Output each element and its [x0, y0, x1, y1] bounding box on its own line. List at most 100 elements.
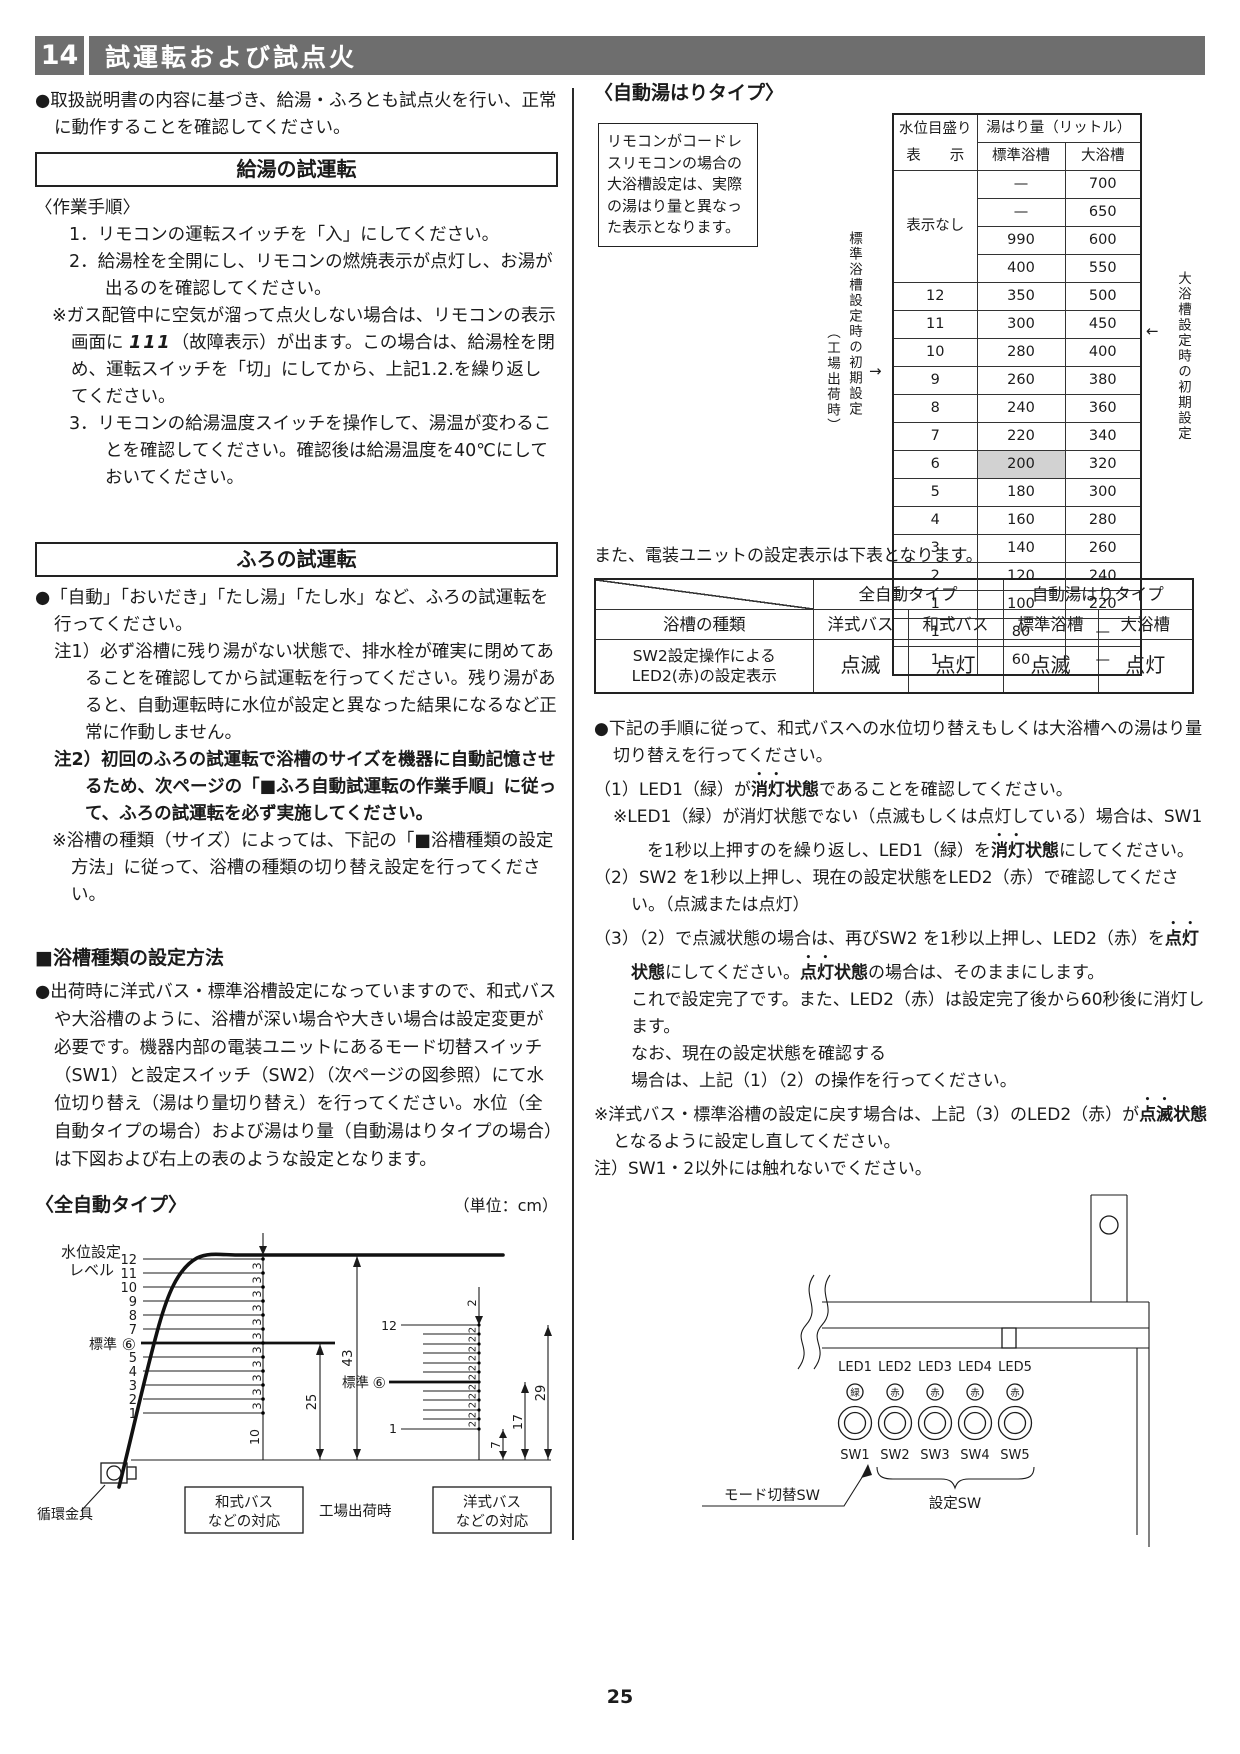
svg-text:2: 2 — [468, 1421, 479, 1427]
mode-sw-label: モード切替SW — [724, 1487, 820, 1504]
dim-10: 10 — [247, 1429, 262, 1445]
table-row: 990 600 — [893, 226, 1142, 255]
col-header-amount: 湯はり量（リットル） — [976, 113, 1142, 143]
level-10: 10 — [120, 1281, 137, 1296]
procedure-step-3-cont: 場合は、上記（1）（2）の操作を行ってください。 — [631, 1071, 1017, 1091]
dim-17: 17 — [510, 1414, 525, 1430]
led4-color-red: 赤 — [970, 1388, 980, 1399]
kyuto-step-2: 2．給湯栓を全開にし、リモコンの燃焼表示が点灯し、お湯が出るのを確認してください… — [69, 252, 553, 299]
setting-sw-brace — [876, 1466, 1035, 1490]
led2-color-red: 赤 — [890, 1388, 900, 1399]
large-default-arrow: ← — [1146, 322, 1159, 340]
led1-color-green: 緑 — [850, 1387, 860, 1399]
furo-section-heading: ふろの試運転 — [35, 542, 558, 577]
standard-level-6: ⑥ — [122, 1335, 136, 1354]
factory-default-note: （工場出荷時） — [824, 325, 840, 434]
svg-text:和式バス: 和式バス — [215, 1494, 273, 1511]
kyuto-section-heading: 給湯の試運転 — [35, 152, 558, 187]
svg-text:2: 2 — [468, 1336, 479, 1342]
yoshiki-box: 洋式バス などの対応 — [432, 1486, 552, 1534]
washiki-box: 和式バス などの対応 — [184, 1486, 304, 1534]
table-row: 12 350 500 — [892, 282, 1142, 311]
svg-text:⑥: ⑥ — [373, 1374, 386, 1392]
section-number: 14 — [35, 36, 84, 75]
diagonal-cell — [594, 578, 814, 610]
svg-text:2: 2 — [468, 1393, 479, 1399]
standard-default-note: 標準浴槽設定時の初期設定 — [846, 231, 862, 417]
sw2-label: SW2 — [880, 1448, 909, 1463]
water-amount-table: 水位目盛り 表 示 湯はり量（リットル） 標準浴槽 大浴槽 表示なし —700 —… — [892, 113, 1142, 676]
svg-text:3: 3 — [250, 1276, 264, 1283]
panel-slot — [1001, 1327, 1017, 1349]
intro-paragraph: ●取扱説明書の内容に基づき、給湯・ふろとも試点火を行い、正常に動作することを確認… — [35, 91, 557, 138]
kyuto-step-3: 3．リモコンの給湯温度スイッチを操作して、湯温が変わることを確認してください。確… — [69, 414, 552, 488]
reset-note: ※洋式バス・標準浴槽の設定に戻す場合は、上記（3）のLED2（赤）が点滅状態とな… — [594, 1105, 1208, 1152]
bathtub-setting-heading: ■浴槽種類の設定方法 — [35, 947, 224, 969]
dim-43: 43 — [340, 1349, 356, 1366]
furo-note-1: 注1）必ず浴槽に残り湯がない状態で、排水栓が確実に閉めてあることを確認してから試… — [54, 642, 557, 743]
led2-label: LED2 — [878, 1360, 912, 1375]
procedure-step-3-cont: なお、現在の設定状態を確認する — [631, 1044, 886, 1064]
section-header: 14 試運転および試点火 — [35, 36, 1205, 75]
procedure-step-3: （3）（2）で点滅状態の場合は、再びSW2 を1秒以上押し、LED2（赤）を点灯… — [594, 929, 1199, 983]
table-row: 1 80— — [892, 618, 1142, 647]
svg-text:2: 2 — [468, 1327, 479, 1333]
break-squiggle — [813, 1274, 831, 1370]
procedure-step-2: （2）SW2 を1秒以上押し、現在の設定状態をLED2（赤）で確認してください。… — [594, 868, 1179, 915]
led5-label: LED5 — [998, 1360, 1032, 1375]
section-title: 試運転および試点火 — [89, 36, 1205, 75]
level-1: 1 — [129, 1407, 137, 1422]
svg-text:などの対応: などの対応 — [208, 1513, 281, 1530]
standard-label: 標準 — [89, 1337, 117, 1353]
svg-text:3: 3 — [250, 1402, 264, 1409]
svg-text:2: 2 — [468, 1355, 479, 1361]
highlighted-cell: 200 — [976, 450, 1066, 479]
procedure-step-1: （1）LED1（緑）が消灯状態であることを確認してください。 — [594, 780, 1073, 800]
col-header-large: 大浴槽 — [1064, 142, 1142, 171]
dim-3-chain: 3 3 3 3 3 3 3 3 3 3 3 — [250, 1257, 265, 1415]
svg-text:標準: 標準 — [342, 1375, 369, 1391]
bathtub-setting-paragraph: ●出荷時に洋式バス・標準浴槽設定になっていますので、和式バスや大浴槽のように、浴… — [35, 982, 557, 1170]
level-7: 7 — [129, 1323, 137, 1338]
sw4-label: SW4 — [960, 1448, 989, 1463]
svg-text:3: 3 — [250, 1346, 264, 1353]
dim-25: 25 — [305, 1394, 320, 1411]
svg-text:3: 3 — [250, 1388, 264, 1395]
electrical-unit-text: また、電装ユニットの設定表示は下表となります。 — [594, 546, 983, 566]
large-default-note: 大浴槽設定時の初期設定 — [1175, 271, 1191, 442]
led-state: 点滅 — [812, 638, 909, 694]
sw2-row-label: SW2設定操作による LED2(赤)の設定表示 — [594, 638, 814, 694]
svg-text:2: 2 — [468, 1402, 479, 1408]
bracket-hole — [1099, 1215, 1119, 1235]
table-row: 10 280 400 — [892, 338, 1142, 367]
fullauto-diagram-heading: 〈全自動タイプ〉 （単位：cm） — [35, 1192, 558, 1219]
led4-label: LED4 — [958, 1360, 992, 1375]
water-amount-table-group: リモコンがコードレスリモコンの場合の大浴槽設定は、実際の湯はり量と異なった表示と… — [594, 113, 1208, 676]
standard-default-arrow: → — [869, 362, 882, 380]
col-header-standard: 標準浴槽 — [976, 142, 1066, 171]
setting-sw-label: 設定SW — [929, 1495, 982, 1512]
right-column: 〈自動湯はりタイプ〉 リモコンがコードレスリモコンの場合の大浴槽設定は、実際の湯… — [594, 80, 1208, 1547]
left-column: ●取扱説明書の内容に基づき、給湯・ふろとも試点火を行い、正常に動作することを確認… — [35, 88, 558, 1556]
page-number: 25 — [606, 1686, 634, 1708]
sw5-label: SW5 — [1000, 1448, 1029, 1463]
table-row: 11 300 450 — [892, 310, 1142, 339]
svg-text:3: 3 — [250, 1304, 264, 1311]
unit-label: （単位：cm） — [453, 1196, 558, 1215]
circulation-fitting — [80, 1462, 137, 1512]
svg-text:3: 3 — [250, 1374, 264, 1381]
svg-text:3: 3 — [250, 1332, 264, 1339]
switch-buttons — [837, 1405, 1033, 1441]
furo-note-2: 注2）初回のふろの試運転で浴槽のサイズを機器に自動記憶させるため、次ページの「■… — [54, 750, 557, 824]
table-row: 400 550 — [893, 254, 1142, 283]
svg-text:3: 3 — [250, 1290, 264, 1297]
yoshiki-sub-diagram: 12 標準 ⑥ 1 2 2 2 2 2 2 2 2 2 2 2 2 — [342, 1287, 552, 1460]
column-divider — [572, 88, 574, 1540]
svg-text:2: 2 — [468, 1412, 479, 1418]
sw-caution: 注）SW1・2以外には触れないでください。 — [594, 1159, 932, 1179]
level-5: 5 — [129, 1351, 137, 1366]
level-8: 8 — [129, 1309, 137, 1324]
svg-text:2: 2 — [468, 1384, 479, 1390]
dim-29: 29 — [534, 1385, 549, 1402]
